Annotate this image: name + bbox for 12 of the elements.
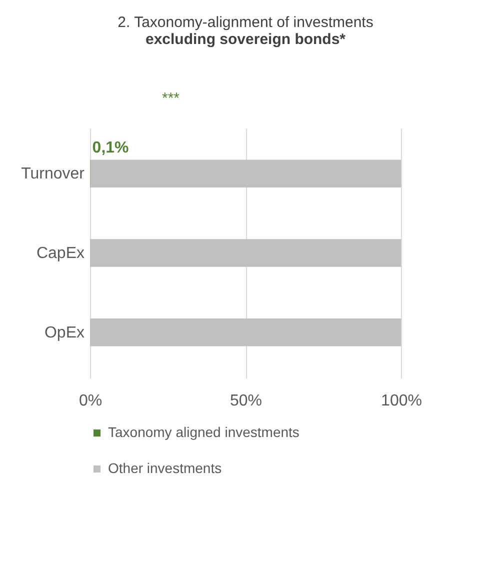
x-tick-label: 0% xyxy=(78,392,102,410)
text: *** xyxy=(162,90,180,107)
y-tick-label: OpEx xyxy=(44,324,84,342)
x-tick-label: 100% xyxy=(381,392,422,410)
legend-label: Taxonomy aligned investments xyxy=(108,424,300,440)
chart-title: 2. Taxonomy-alignment of investments xyxy=(118,14,374,31)
legend-label: Other investments xyxy=(108,460,222,476)
chart-subtitle: excluding sovereign bonds* xyxy=(145,31,346,48)
y-tick-label: Turnover xyxy=(21,166,86,183)
x-tick-label: 50% xyxy=(230,392,262,410)
data-label: 0,1% xyxy=(92,140,129,157)
y-tick-label: CapEx xyxy=(36,245,84,262)
